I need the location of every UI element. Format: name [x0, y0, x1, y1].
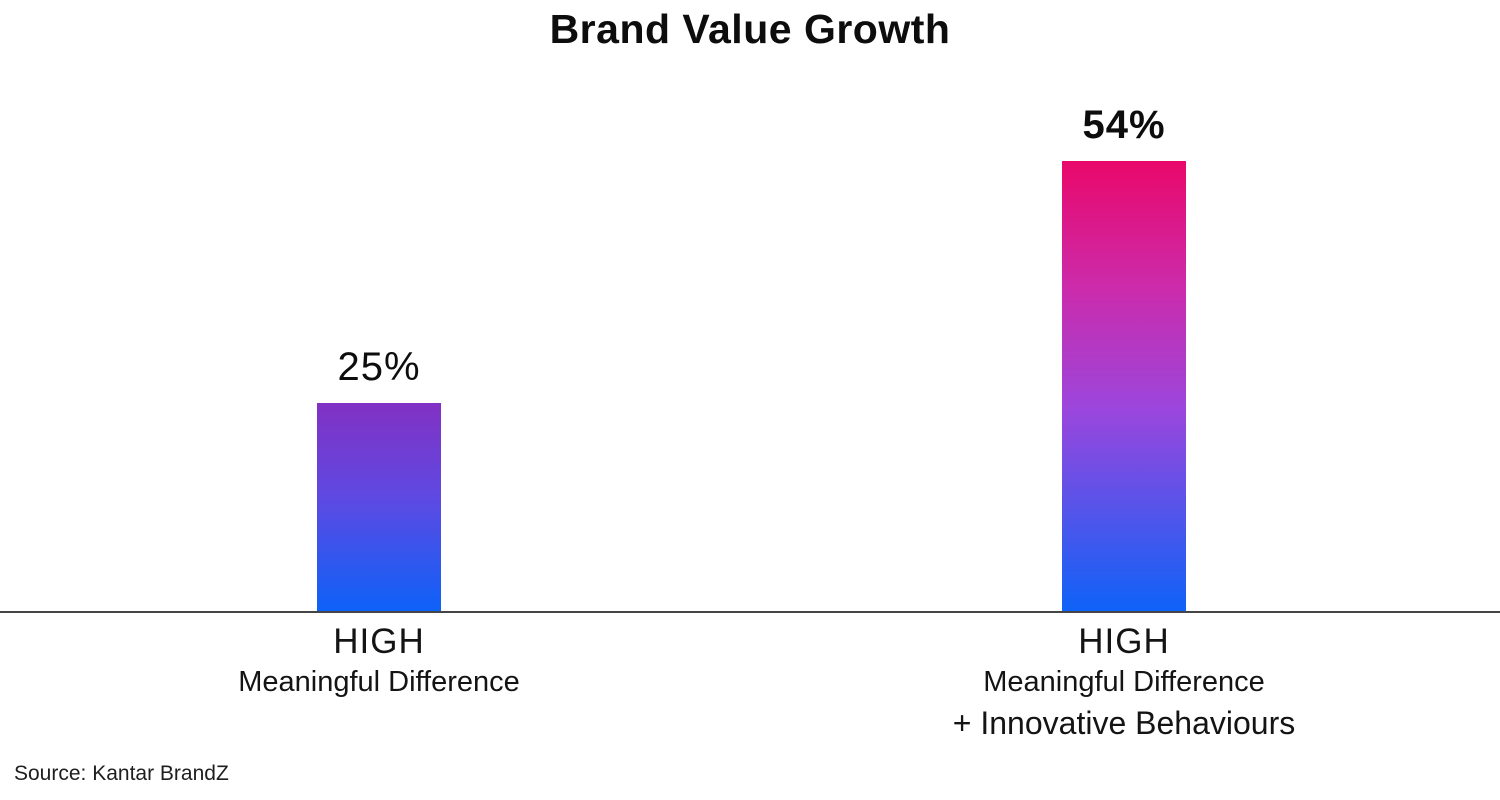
- bar2-category-line2: Meaningful Difference: [983, 666, 1265, 698]
- x-axis-line: [0, 611, 1500, 613]
- bar1-category-label: HIGH Meaningful Difference: [69, 622, 689, 702]
- source-note: Source: Kantar BrandZ: [14, 762, 229, 785]
- bar2-high-meaningful-difference-innovative-behaviours: [1062, 161, 1186, 612]
- bar2-value-label: 54%: [1082, 103, 1166, 147]
- bar2-category-line3: + Innovative Behaviours: [952, 705, 1296, 741]
- chart-title: Brand Value Growth: [549, 6, 951, 52]
- bar2-category-label: HIGH Meaningful Difference + Innovative …: [814, 622, 1434, 745]
- bar1-value-label: 25%: [337, 345, 421, 389]
- bar2-category-line1: HIGH: [1078, 622, 1170, 661]
- bar1-high-meaningful-difference: [317, 403, 441, 612]
- bar1-category-line2: Meaningful Difference: [238, 666, 520, 698]
- bar1-category-line1: HIGH: [333, 622, 425, 661]
